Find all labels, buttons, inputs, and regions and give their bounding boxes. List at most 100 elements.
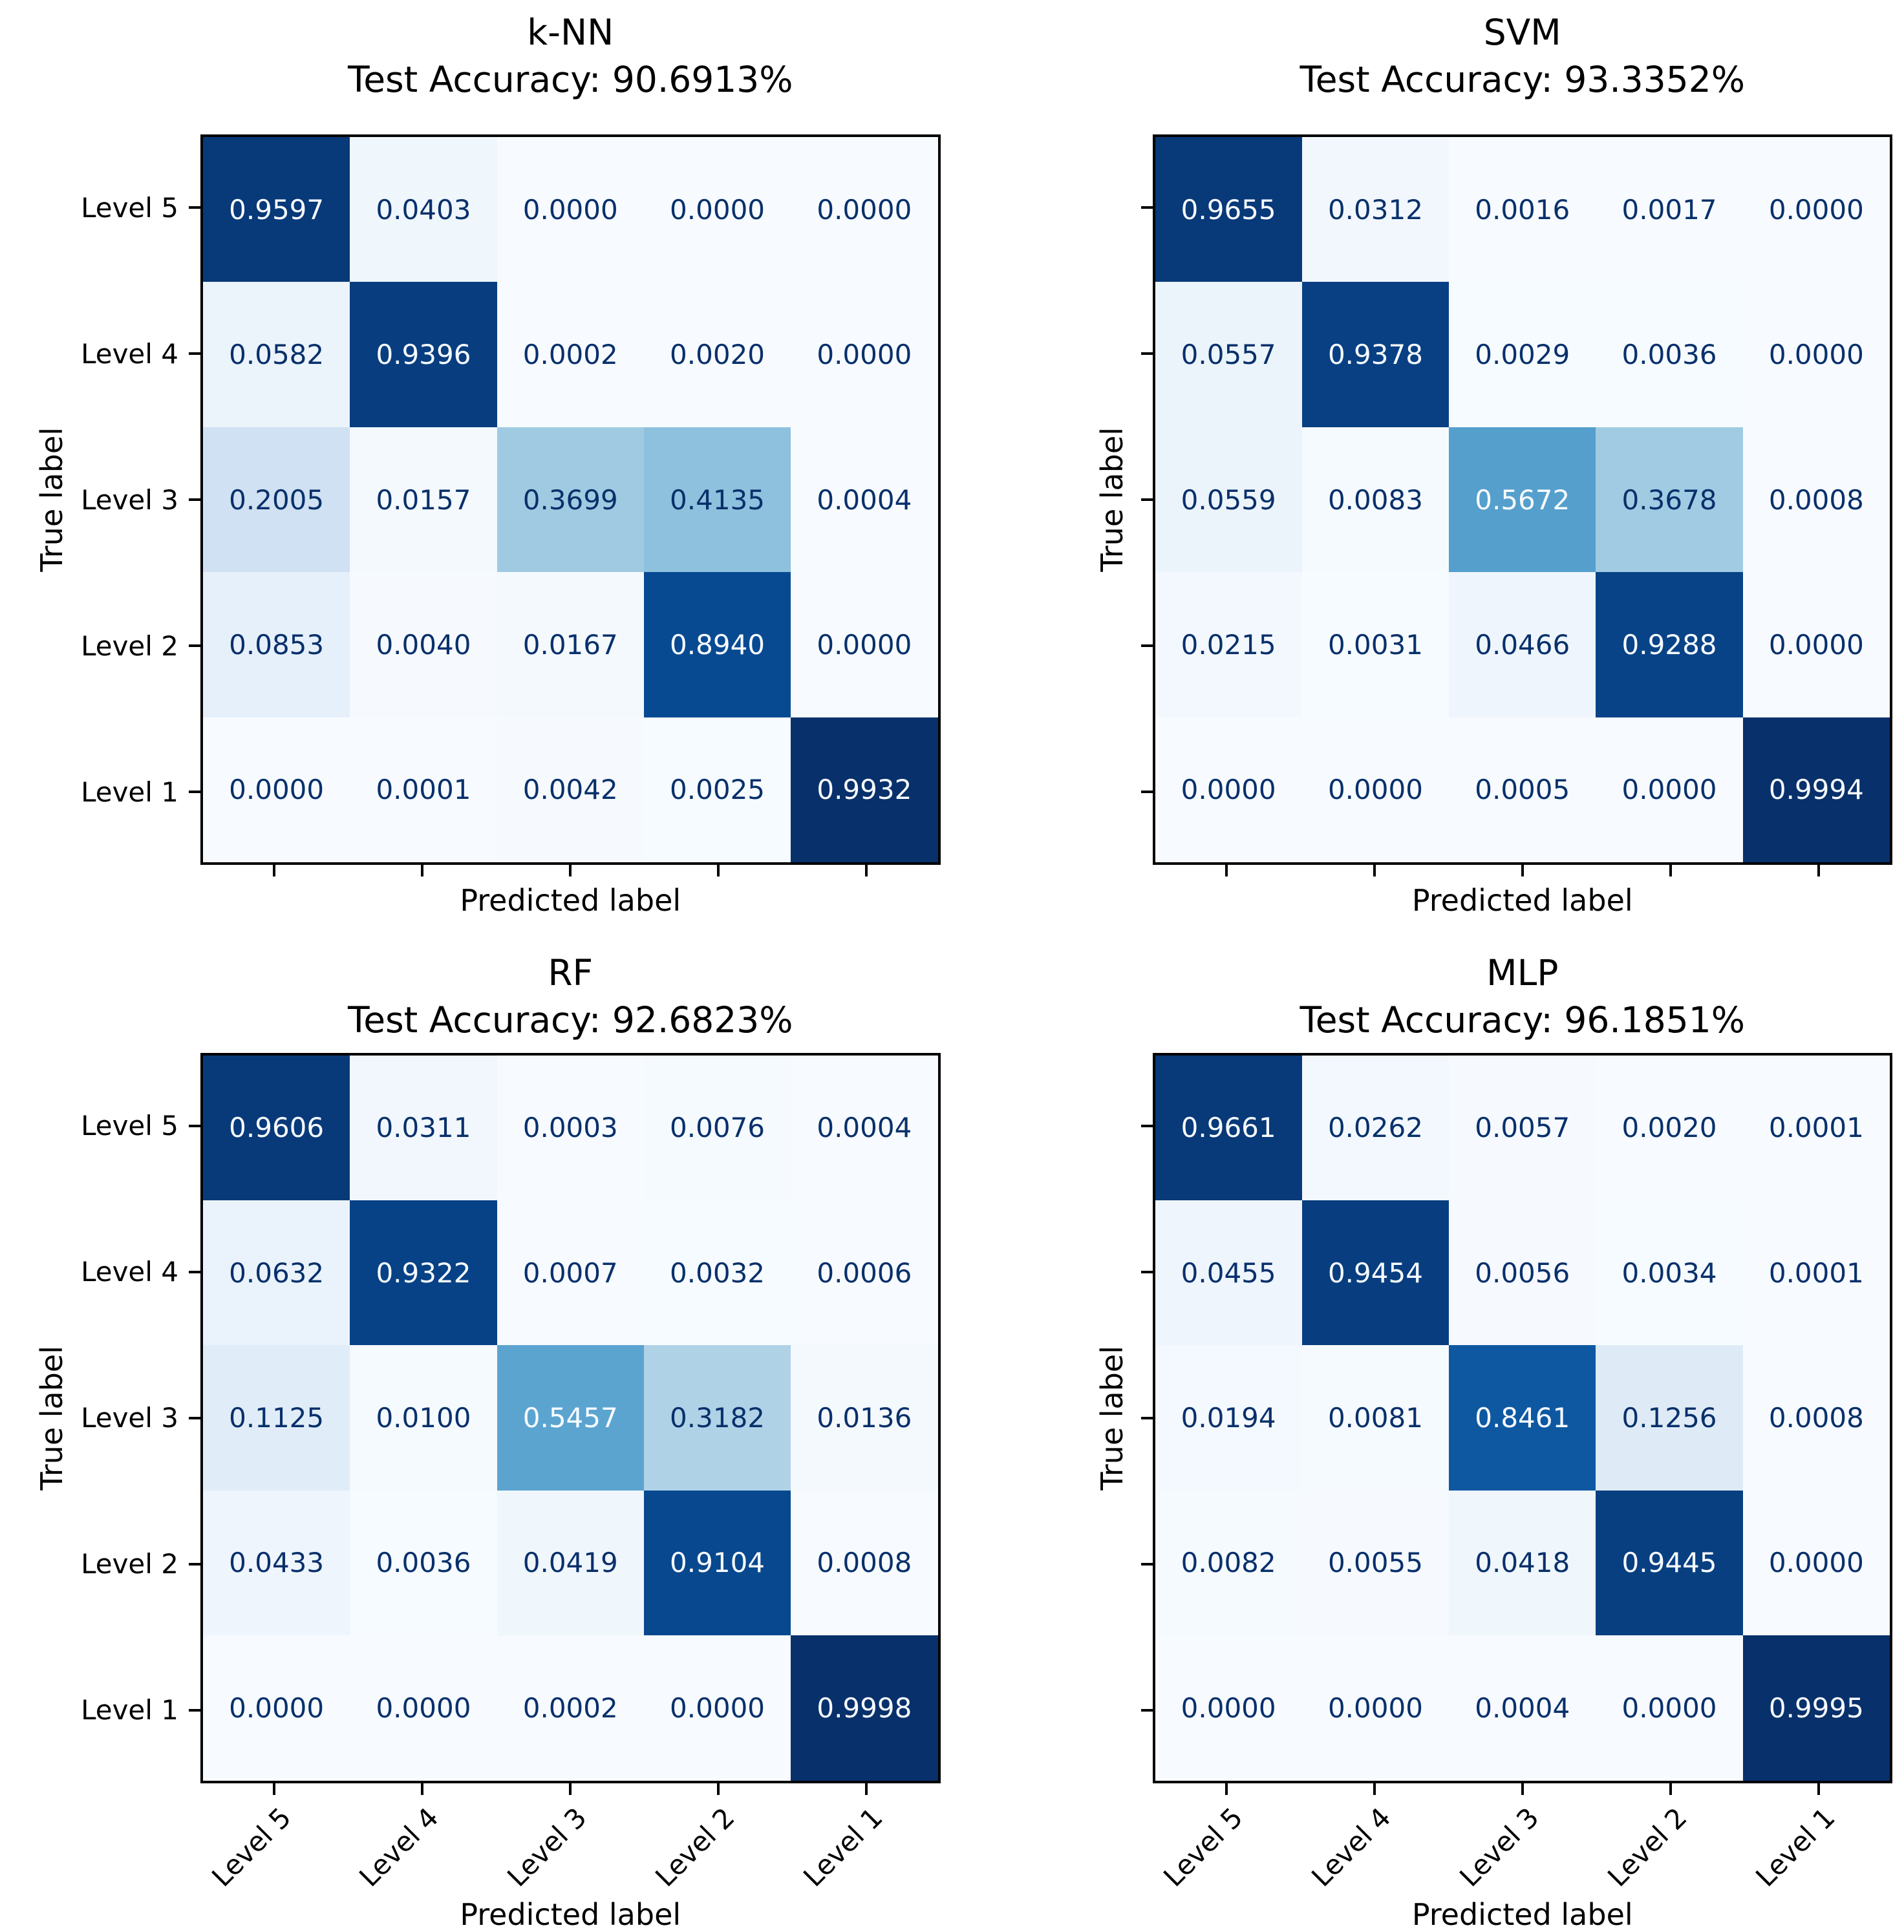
- matrix-cell: 0.0312: [1301, 137, 1449, 282]
- subplot-svm: SVM Test Accuracy: 93.3352% True label 0…: [952, 0, 1904, 940]
- matrix-cell: 0.0311: [350, 1055, 497, 1200]
- x-tick-label-slot: Level 1: [793, 1795, 941, 1893]
- x-tick-mark: [273, 1783, 276, 1795]
- matrix-cell: 0.0194: [1155, 1345, 1302, 1491]
- matrix-cell: 0.0004: [791, 427, 938, 573]
- matrix-cell: 0.0032: [643, 1200, 791, 1346]
- y-tick-mark: [1140, 498, 1153, 502]
- matrix-cell: 0.0057: [1449, 1055, 1596, 1200]
- subplot-title-block: MLP Test Accuracy: 96.1851%: [1153, 950, 1893, 1044]
- x-axis: Level 5 Level 4 Level 3 Level 2 Level 1 Pred…: [1153, 1783, 1893, 1932]
- y-tick-mark: [1140, 1416, 1153, 1419]
- y-tick-label: Level 3: [81, 483, 178, 516]
- matrix-cell: 0.0056: [1449, 1200, 1596, 1346]
- y-tick-labels: Level 5 Level 4 Level 3 Level 2 Level 1: [81, 134, 178, 865]
- chart-subtitle: Test Accuracy: 92.6823%: [347, 999, 793, 1041]
- matrix-cell: 0.0034: [1596, 1200, 1743, 1346]
- x-axis: Level 5 Level 4 Level 3 Level 2 Level 1 Pred…: [200, 1783, 941, 1932]
- matrix-cell: 0.0000: [497, 137, 644, 282]
- x-tick-mark: [865, 1783, 868, 1795]
- x-tick-mark: [1521, 1783, 1524, 1795]
- subplot-knn: k-NN Test Accuracy: 90.6913% True label …: [0, 0, 952, 940]
- x-tick-label-slot: Level 4: [348, 1795, 497, 1893]
- subplot-rf: RF Test Accuracy: 92.6823% True label Le…: [0, 940, 952, 1932]
- matrix-cell: 0.1125: [203, 1345, 350, 1491]
- matrix-cell: 0.0020: [1596, 1055, 1743, 1200]
- matrix-cell: 0.0076: [643, 1055, 791, 1200]
- matrix-cell: 0.0000: [643, 137, 791, 282]
- y-tick-label: Level 2: [81, 1548, 178, 1580]
- matrix-cell: 0.0002: [497, 1635, 644, 1781]
- matrix-cell: 0.9396: [350, 282, 497, 427]
- matrix-cell: 0.4135: [643, 427, 791, 573]
- matrix-cell: 0.0000: [1596, 717, 1743, 863]
- x-axis-label: Predicted label: [460, 1896, 681, 1932]
- matrix-cell: 0.0000: [1742, 1490, 1890, 1636]
- matrix-cell: 0.0000: [1742, 282, 1890, 427]
- matrix-cell: 0.0000: [643, 1635, 791, 1781]
- matrix-cell: 0.0083: [1301, 427, 1449, 573]
- matrix-cell: 0.3182: [643, 1345, 791, 1491]
- x-tick-label-slot: Level 3: [497, 1795, 645, 1893]
- y-tick-mark: [1140, 1708, 1153, 1712]
- matrix-cell: 0.0632: [203, 1200, 350, 1346]
- chart-title: MLP: [1486, 952, 1559, 993]
- matrix-cell: 0.9932: [791, 717, 938, 863]
- x-tick-mark: [1817, 1783, 1820, 1795]
- matrix-cell: 0.0040: [350, 572, 497, 717]
- y-tick-mark: [1140, 1124, 1153, 1127]
- y-tick-mark: [1140, 206, 1153, 209]
- matrix-cell: 0.3678: [1596, 427, 1743, 573]
- matrix-cell: 0.0000: [203, 717, 350, 863]
- matrix-cell: 0.9104: [643, 1490, 791, 1636]
- matrix-cell: 0.0000: [791, 137, 938, 282]
- matrix-cell: 0.9378: [1301, 282, 1449, 427]
- x-tick-label-slot: Level 2: [1596, 1795, 1744, 1893]
- y-tick-label: Level 2: [81, 630, 178, 662]
- matrix-cell: 0.5672: [1449, 427, 1596, 573]
- chart-subtitle: Test Accuracy: 96.1851%: [1300, 999, 1746, 1041]
- x-tick-mark: [1373, 1783, 1376, 1795]
- subplot-title-block: k-NN Test Accuracy: 90.6913%: [200, 9, 941, 125]
- matrix-cell: 0.2005: [203, 427, 350, 573]
- x-tick-label: Level 2: [649, 1801, 741, 1893]
- matrix-cell: 0.0000: [1301, 717, 1449, 863]
- heatmap-matrix: 0.9597 0.0403 0.0000 0.0000 0.0000 0.0582 0.93…: [200, 134, 941, 865]
- matrix-cell: 0.0559: [1155, 427, 1302, 573]
- y-axis-label: True label: [34, 427, 70, 572]
- chart-title: RF: [548, 952, 594, 993]
- y-tick-mark: [189, 644, 200, 648]
- matrix-cell: 0.0017: [1596, 137, 1743, 282]
- matrix-cell: 0.0025: [643, 717, 791, 863]
- x-tick-marks: [200, 865, 941, 877]
- matrix-cell: 0.8461: [1449, 1345, 1596, 1491]
- matrix-cell: 0.9655: [1155, 137, 1302, 282]
- x-tick-mark: [717, 865, 720, 877]
- y-tick-label: Level 4: [81, 337, 178, 370]
- matrix-cell: 0.0157: [350, 427, 497, 573]
- matrix-cell: 0.5457: [497, 1345, 644, 1491]
- matrix-cell: 0.0008: [791, 1490, 938, 1636]
- heatmap-matrix: 0.9655 0.0312 0.0016 0.0017 0.0000 0.0557 0.93…: [1152, 134, 1892, 865]
- y-tick-marks: [1140, 1053, 1153, 1783]
- matrix-cell: 0.0000: [791, 282, 938, 427]
- y-tick-mark: [189, 206, 200, 209]
- x-tick-mark: [1817, 865, 1820, 877]
- matrix-cell: 0.9995: [1742, 1635, 1890, 1781]
- x-tick-mark: [1669, 1783, 1672, 1795]
- subplot-title-block: SVM Test Accuracy: 93.3352%: [1153, 9, 1893, 125]
- y-tick-label: Level 1: [81, 776, 178, 808]
- y-tick-label: Level 3: [81, 1402, 178, 1434]
- x-tick-mark: [1373, 865, 1376, 877]
- matrix-cell: 0.0403: [350, 137, 497, 282]
- x-axis-label: Predicted label: [1411, 883, 1633, 918]
- x-tick-marks: [200, 1783, 941, 1795]
- matrix-cell: 0.0582: [203, 282, 350, 427]
- matrix-cell: 0.1256: [1596, 1345, 1743, 1491]
- matrix-cell: 0.0002: [497, 282, 644, 427]
- matrix-cell: 0.0081: [1301, 1345, 1449, 1491]
- matrix-cell: 0.0000: [203, 1635, 350, 1781]
- matrix-cell: 0.0005: [1449, 717, 1596, 863]
- matrix-cell: 0.9661: [1155, 1055, 1302, 1200]
